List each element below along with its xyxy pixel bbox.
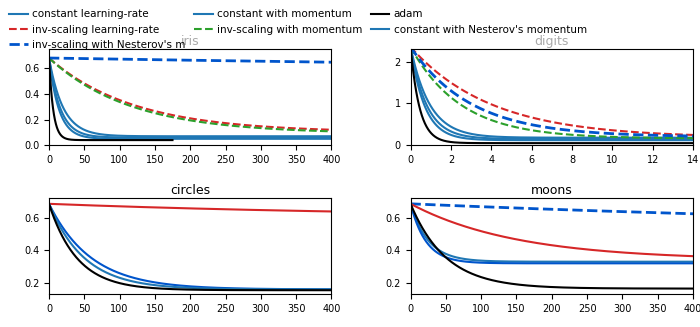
Title: iris: iris xyxy=(181,35,199,48)
Title: moons: moons xyxy=(531,184,573,197)
Title: digits: digits xyxy=(535,35,569,48)
Title: circles: circles xyxy=(170,184,210,197)
Legend: constant learning-rate, inv-scaling learning-rate, inv-scaling with Nesterov's m: constant learning-rate, inv-scaling lear… xyxy=(5,5,591,54)
